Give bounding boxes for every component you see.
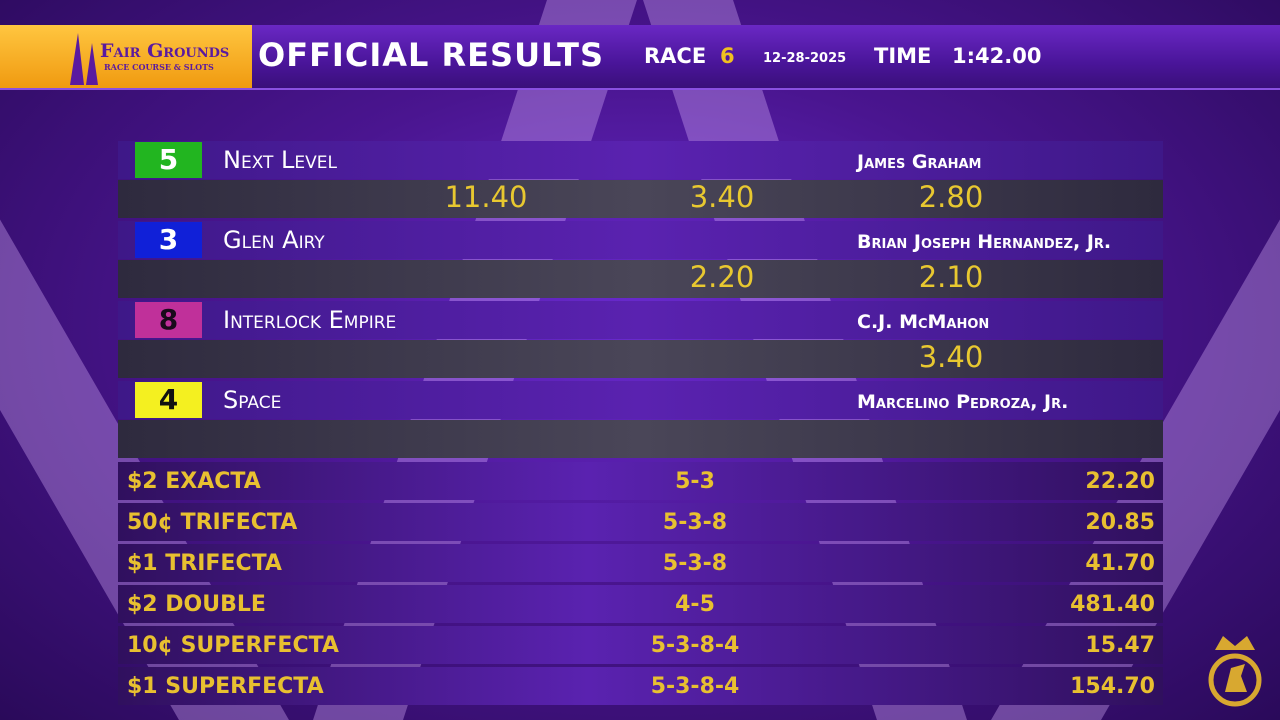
combination: 5-3-8-4 [650,633,740,658]
name-row [118,221,1163,259]
exotic-payout: 481.40 [1070,592,1155,617]
exotic-row [118,503,1163,541]
bet-type: $2 EXACTA [127,469,261,494]
combination: 4-5 [675,592,715,617]
jockey-name: James Graham [857,151,982,173]
payout-row [118,420,1163,458]
program-number: 5 [135,142,202,178]
jockey-name: C.J. McMahon [857,311,990,333]
race-time: 1:42.00 [952,44,1042,68]
jockey-name: Brian Joseph Hernandez, Jr. [857,231,1112,253]
combination: 5-3-8 [662,551,728,576]
bet-type: 50¢ TRIFECTA [127,510,298,535]
combination: 5-3 [675,469,715,494]
crown-logo [1208,636,1262,707]
program-number: 8 [135,302,202,338]
bet-type: 10¢ SUPERFECTA [127,633,339,658]
show-payout: 3.40 [918,340,984,374]
title: OFFICIAL RESULTS [258,36,605,74]
logo [0,25,252,88]
show-payout: 2.10 [918,260,984,294]
exotic-row [118,544,1163,582]
combination: 5-3-8 [662,510,728,535]
show-payout: 2.80 [918,180,984,214]
name-row [118,141,1163,179]
logo-tagline: Race Course & Slots [104,62,214,72]
logo-spires [70,33,98,85]
payout-row [118,180,1163,218]
bet-type: $1 TRIFECTA [127,551,282,576]
horse-name: Glen Airy [223,226,325,254]
race-date: 12-28-2025 [763,51,847,66]
program-number: 4 [135,382,202,418]
exotic-payout: 15.47 [1085,633,1155,658]
place-payout: 2.20 [689,260,755,294]
exotic-payout: 20.85 [1085,510,1155,535]
exotic-row [118,667,1163,705]
bet-type: $1 SUPERFECTA [127,674,324,699]
horse-name: Next Level [223,146,338,174]
bet-type: $2 DOUBLE [127,592,266,617]
race-number: 6 [720,44,735,68]
payout-row [118,260,1163,298]
exotic-payout: 154.70 [1070,674,1155,699]
place-payout: 3.40 [689,180,755,214]
exotic-payout: 41.70 [1085,551,1155,576]
horse-name: Space [223,386,282,414]
program-number: 3 [135,222,202,258]
horse-name: Interlock Empire [223,306,397,334]
name-row [118,381,1163,419]
logo-name: Fair Grounds [100,40,230,62]
exotic-row [118,585,1163,623]
exotic-payout: 22.20 [1085,469,1155,494]
exotic-row [118,626,1163,664]
time-label: TIME [874,44,932,68]
name-row [118,301,1163,339]
win-payout: 11.40 [444,180,528,214]
jockey-name: Marcelino Pedroza, Jr. [857,391,1069,413]
race-label: RACE [644,44,707,68]
payout-row [118,340,1163,378]
exotic-row [118,462,1163,500]
combination: 5-3-8-4 [650,674,740,699]
